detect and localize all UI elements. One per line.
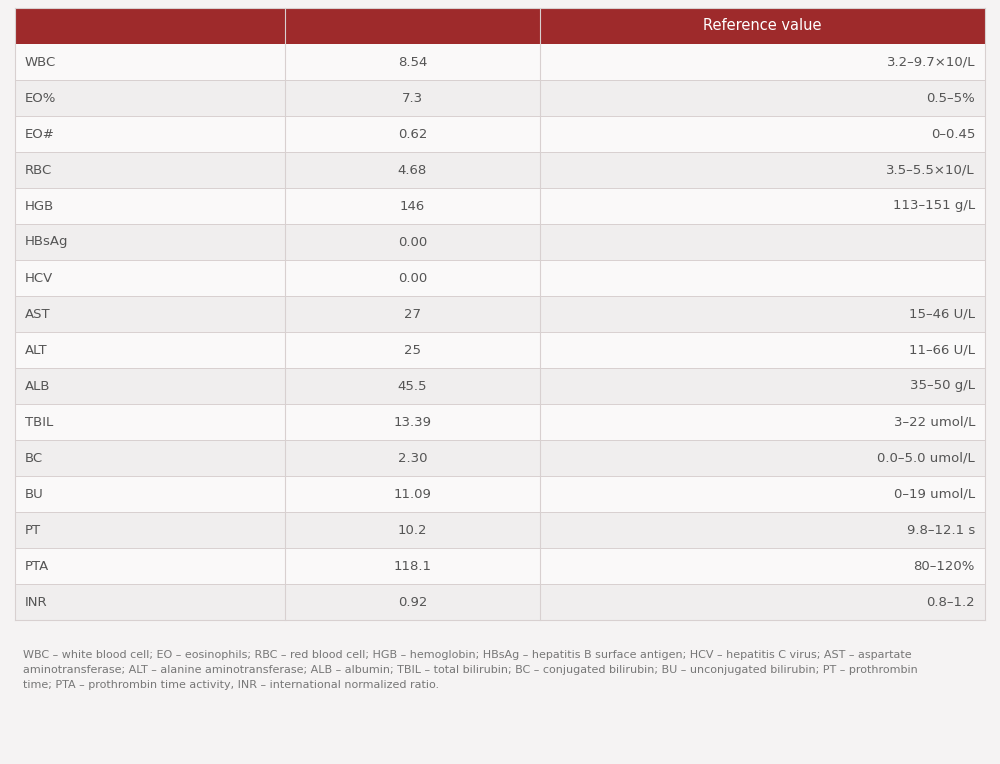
FancyBboxPatch shape — [15, 332, 985, 368]
Text: 45.5: 45.5 — [398, 380, 427, 393]
Text: 10.2: 10.2 — [398, 523, 427, 536]
Text: 27: 27 — [404, 307, 421, 321]
Text: 0.92: 0.92 — [398, 595, 427, 608]
Text: 3–22 umol/L: 3–22 umol/L — [894, 416, 975, 429]
FancyBboxPatch shape — [15, 224, 985, 260]
Text: 15–46 U/L: 15–46 U/L — [909, 307, 975, 321]
Text: 3.2–9.7×10/L: 3.2–9.7×10/L — [887, 56, 975, 69]
FancyBboxPatch shape — [15, 440, 985, 476]
Text: HGB: HGB — [25, 199, 54, 212]
Text: HBsAg: HBsAg — [25, 235, 68, 248]
FancyBboxPatch shape — [15, 152, 985, 188]
Text: Reference value: Reference value — [703, 18, 822, 34]
FancyBboxPatch shape — [15, 296, 985, 332]
Text: ALB: ALB — [25, 380, 50, 393]
Text: 0–0.45: 0–0.45 — [931, 128, 975, 141]
Text: 35–50 g/L: 35–50 g/L — [910, 380, 975, 393]
Text: WBC – white blood cell; EO – eosinophils; RBC – red blood cell; HGB – hemoglobin: WBC – white blood cell; EO – eosinophils… — [23, 650, 912, 660]
Text: EO#: EO# — [25, 128, 55, 141]
Text: 7.3: 7.3 — [402, 92, 423, 105]
FancyBboxPatch shape — [15, 116, 985, 152]
Text: BC: BC — [25, 452, 43, 465]
Text: 0.8–1.2: 0.8–1.2 — [926, 595, 975, 608]
Text: 0.00: 0.00 — [398, 271, 427, 284]
Text: 0.0–5.0 umol/L: 0.0–5.0 umol/L — [877, 452, 975, 465]
Text: 13.39: 13.39 — [394, 416, 432, 429]
Text: 0.00: 0.00 — [398, 235, 427, 248]
Text: INR: INR — [25, 595, 48, 608]
Text: 0.62: 0.62 — [398, 128, 427, 141]
Text: 4.68: 4.68 — [398, 163, 427, 176]
Text: 8.54: 8.54 — [398, 56, 427, 69]
FancyBboxPatch shape — [15, 260, 985, 296]
FancyBboxPatch shape — [15, 80, 985, 116]
Text: ALT: ALT — [25, 344, 48, 357]
Text: 11–66 U/L: 11–66 U/L — [909, 344, 975, 357]
Text: 118.1: 118.1 — [394, 559, 432, 572]
Text: 3.5–5.5×10/L: 3.5–5.5×10/L — [886, 163, 975, 176]
Text: BU: BU — [25, 487, 44, 500]
FancyBboxPatch shape — [15, 188, 985, 224]
FancyBboxPatch shape — [15, 368, 985, 404]
FancyBboxPatch shape — [15, 8, 985, 44]
Text: WBC: WBC — [25, 56, 56, 69]
FancyBboxPatch shape — [15, 548, 985, 584]
FancyBboxPatch shape — [15, 476, 985, 512]
Text: AST: AST — [25, 307, 51, 321]
Text: 146: 146 — [400, 199, 425, 212]
Text: 0.5–5%: 0.5–5% — [926, 92, 975, 105]
Text: 11.09: 11.09 — [394, 487, 431, 500]
Text: 2.30: 2.30 — [398, 452, 427, 465]
Text: 0–19 umol/L: 0–19 umol/L — [894, 487, 975, 500]
Text: 9.8–12.1 s: 9.8–12.1 s — [907, 523, 975, 536]
FancyBboxPatch shape — [15, 512, 985, 548]
FancyBboxPatch shape — [15, 404, 985, 440]
Text: RBC: RBC — [25, 163, 52, 176]
Text: aminotransferase; ALT – alanine aminotransferase; ALB – albumin; TBIL – total bi: aminotransferase; ALT – alanine aminotra… — [23, 665, 918, 675]
Text: HCV: HCV — [25, 271, 53, 284]
Text: 25: 25 — [404, 344, 421, 357]
Text: 80–120%: 80–120% — [914, 559, 975, 572]
Text: 113–151 g/L: 113–151 g/L — [893, 199, 975, 212]
FancyBboxPatch shape — [15, 584, 985, 620]
Text: PT: PT — [25, 523, 41, 536]
Text: TBIL: TBIL — [25, 416, 53, 429]
FancyBboxPatch shape — [15, 44, 985, 80]
Text: PTA: PTA — [25, 559, 49, 572]
Text: time; PTA – prothrombin time activity, INR – international normalized ratio.: time; PTA – prothrombin time activity, I… — [23, 680, 439, 690]
Text: EO%: EO% — [25, 92, 56, 105]
